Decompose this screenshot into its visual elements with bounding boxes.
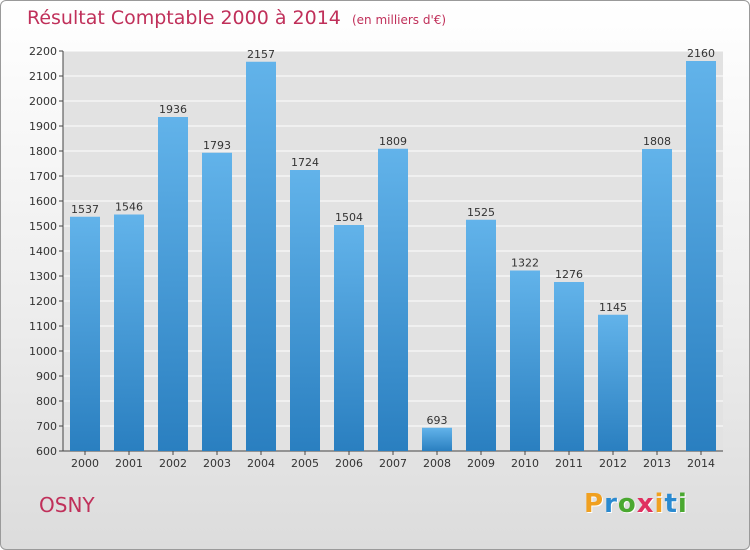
logo-letter: i — [677, 489, 688, 519]
x-tick-label: 2009 — [467, 457, 495, 470]
city-name: OSNY — [39, 493, 95, 517]
chart-title: Résultat Comptable 2000 à 2014 — [27, 7, 341, 29]
logo-letter: t — [664, 489, 678, 519]
x-tick-label: 2007 — [379, 457, 407, 470]
y-tick-label: 600 — [36, 445, 57, 458]
x-tick-label: 2002 — [159, 457, 187, 470]
y-tick-label: 1800 — [29, 145, 57, 158]
x-tick-label: 2004 — [247, 457, 275, 470]
bar — [686, 61, 716, 451]
y-tick-label: 1100 — [29, 320, 57, 333]
bar — [554, 282, 584, 451]
bar — [114, 214, 144, 451]
x-tick-label: 2010 — [511, 457, 539, 470]
bar — [246, 61, 276, 451]
y-tick-label: 1400 — [29, 245, 57, 258]
chart-subtitle: (en milliers d'€) — [351, 13, 447, 27]
logo-letter: r — [604, 489, 618, 519]
y-tick-label: 2000 — [29, 95, 57, 108]
bar-value-label: 1936 — [159, 103, 187, 116]
x-tick-label: 2011 — [555, 457, 583, 470]
logo-letter: i — [654, 489, 665, 519]
bar-value-label: 1525 — [467, 206, 495, 219]
bar-value-label: 2157 — [247, 48, 275, 61]
bar-value-label: 1145 — [599, 301, 627, 314]
x-tick-label: 2001 — [115, 457, 143, 470]
bar — [70, 216, 100, 451]
bar-value-label: 1537 — [71, 203, 99, 216]
bar — [290, 170, 320, 451]
y-tick-label: 700 — [36, 420, 57, 433]
bar-value-label: 1724 — [291, 156, 319, 169]
logo-letter: o — [617, 489, 637, 519]
bar — [466, 219, 496, 451]
bar — [422, 427, 452, 451]
logo-letter: P — [584, 489, 605, 519]
title-row: Résultat Comptable 2000 à 2014 (en milli… — [27, 7, 446, 29]
y-tick-label: 900 — [36, 370, 57, 383]
y-tick-label: 2100 — [29, 70, 57, 83]
y-tick-label: 2200 — [29, 45, 57, 58]
x-tick-label: 2005 — [291, 457, 319, 470]
x-tick-label: 2000 — [71, 457, 99, 470]
x-tick-label: 2012 — [599, 457, 627, 470]
bar — [202, 152, 232, 451]
x-tick-label: 2003 — [203, 457, 231, 470]
bar — [642, 149, 672, 451]
bar-value-label: 1808 — [643, 135, 671, 148]
bar — [598, 314, 628, 451]
bar-value-label: 2160 — [687, 47, 715, 60]
proxiti-logo: Proxiti — [584, 489, 688, 519]
y-tick-label: 1300 — [29, 270, 57, 283]
x-tick-label: 2008 — [423, 457, 451, 470]
y-tick-label: 1700 — [29, 170, 57, 183]
bar-value-label: 693 — [427, 414, 448, 427]
y-tick-label: 1000 — [29, 345, 57, 358]
bar-value-label: 1504 — [335, 211, 363, 224]
logo-letter: x — [636, 489, 655, 519]
x-tick-label: 2013 — [643, 457, 671, 470]
bar-value-label: 1809 — [379, 135, 407, 148]
bar — [378, 148, 408, 451]
bar — [334, 225, 364, 451]
y-tick-label: 1200 — [29, 295, 57, 308]
bar-value-label: 1322 — [511, 257, 539, 270]
y-tick-label: 1600 — [29, 195, 57, 208]
y-tick-label: 1900 — [29, 120, 57, 133]
bar-value-label: 1793 — [203, 139, 231, 152]
bar — [510, 270, 540, 451]
bar — [158, 117, 188, 451]
y-tick-label: 800 — [36, 395, 57, 408]
bar-value-label: 1546 — [115, 201, 143, 214]
y-tick-label: 1500 — [29, 220, 57, 233]
bar-value-label: 1276 — [555, 268, 583, 281]
x-tick-label: 2014 — [687, 457, 715, 470]
x-tick-label: 2006 — [335, 457, 363, 470]
